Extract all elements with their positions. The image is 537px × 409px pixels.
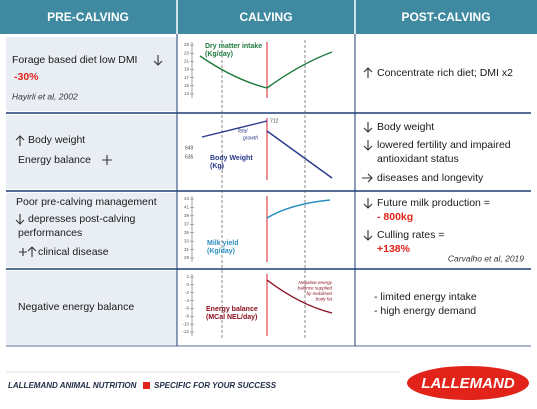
text: Body weight: [28, 134, 85, 146]
tick-label: 17: [184, 75, 190, 80]
tick-label: 635: [185, 154, 194, 160]
tick-label: 39: [184, 213, 190, 218]
tick-label: -8: [185, 313, 189, 318]
tick-label: 41: [184, 205, 190, 210]
text: Forage based diet low DMI: [12, 54, 137, 66]
tick-label: 0: [186, 282, 189, 287]
text: diseases and longevity: [377, 172, 484, 184]
text: Negative energy balance: [18, 301, 134, 313]
annotation: balance supplied: [298, 286, 333, 291]
dmi-curve: [199, 51, 333, 89]
text: Energy balance: [18, 154, 91, 166]
chart-label: Milk yield: [207, 240, 239, 247]
annotation: fetal: [238, 128, 248, 134]
text: Poor pre-calving management: [16, 196, 157, 208]
text: Concentrate rich diet; DMI x2: [377, 67, 513, 79]
tick-label: -6: [185, 306, 189, 311]
tick-label: 43: [184, 196, 190, 201]
chart-label: (Kg): [210, 163, 224, 170]
annotation: body fat: [316, 297, 333, 302]
text: performances: [18, 227, 82, 239]
chart-label: Energy balance: [206, 306, 258, 313]
text: +138%: [377, 243, 411, 255]
tick-label: 13: [184, 91, 190, 96]
tick-label: -2: [185, 290, 189, 295]
milk-curve: [266, 199, 331, 219]
text: lowered fertility and impaired: [377, 139, 511, 151]
annotation: growth: [243, 135, 258, 141]
column-header: PRE-CALVING: [47, 10, 129, 24]
logo-text: LALLEMAND: [421, 375, 514, 392]
tick-label: 649: [185, 145, 194, 151]
annotation: by mobilised: [306, 291, 332, 296]
chart-label: Dry matter intake: [205, 43, 262, 50]
text: -30%: [14, 71, 39, 83]
chart-label: (Kg/day): [207, 248, 235, 255]
eb-curve: [266, 279, 333, 314]
text: Body weight: [377, 121, 434, 133]
tick-label: 23: [184, 50, 190, 55]
tick-label: -12: [182, 329, 189, 334]
bw-curve: [266, 130, 333, 179]
footer-slogan: SPECIFIC FOR YOUR SUCCESS: [154, 381, 277, 390]
tick-label: 37: [184, 221, 190, 226]
tick-label: 19: [184, 67, 190, 72]
tick-label: 25: [184, 42, 190, 47]
citation: Carvalho et al, 2019: [448, 253, 524, 263]
bw-curve: [201, 120, 268, 138]
text: Culling rates =: [377, 229, 444, 241]
tick-label: 29: [184, 255, 190, 260]
header-band: [0, 0, 537, 34]
text: - high energy demand: [374, 305, 476, 317]
chart-label: (MCal NEL/day): [206, 314, 257, 321]
text: depresses post-calving: [28, 213, 136, 225]
tick-label: -4: [185, 298, 189, 303]
tick-label: 31: [184, 247, 190, 252]
footer-company: LALLEMAND ANIMAL NUTRITION: [8, 381, 137, 390]
text: - limited energy intake: [374, 291, 477, 303]
chart-label: Body Weight: [210, 155, 253, 162]
citation: Hayirli et al, 2002: [12, 91, 78, 101]
text: antioxidant status: [377, 153, 459, 165]
text: - 800kg: [377, 211, 413, 223]
text: Future milk production =: [377, 197, 490, 209]
tick-label: 712: [270, 118, 279, 124]
logo: [405, 364, 531, 402]
tick-label: 15: [184, 83, 190, 88]
column-header: CALVING: [239, 10, 292, 24]
tick-label: 33: [184, 238, 190, 243]
tick-label: -10: [182, 321, 189, 326]
tick-label: 35: [184, 230, 190, 235]
annotation: Negative energy: [299, 280, 333, 285]
tick-label: 21: [184, 59, 190, 64]
text: clinical disease: [38, 246, 109, 258]
tick-label: 2: [186, 274, 189, 279]
column-header: POST-CALVING: [401, 10, 490, 24]
chart-label: (Kg/day): [205, 51, 233, 58]
